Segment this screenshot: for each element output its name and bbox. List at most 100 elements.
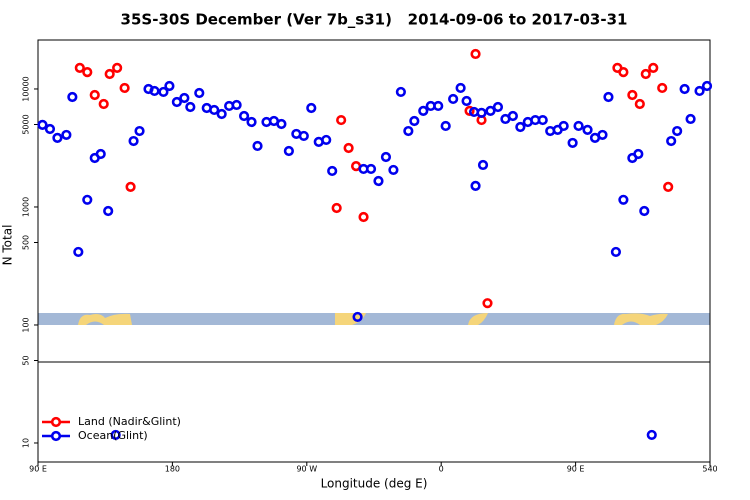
point bbox=[634, 98, 645, 110]
point bbox=[603, 91, 614, 103]
point bbox=[209, 104, 220, 116]
point bbox=[685, 113, 696, 125]
point bbox=[440, 120, 451, 132]
point bbox=[73, 246, 84, 258]
point bbox=[618, 194, 629, 205]
chart-title: 35S-30S December (Ver 7b_s31) 2014-09-06… bbox=[121, 11, 628, 29]
point bbox=[672, 125, 683, 137]
x-tick-label: 90 E bbox=[29, 465, 47, 474]
point bbox=[164, 80, 175, 92]
point bbox=[327, 165, 338, 177]
point bbox=[365, 163, 377, 175]
point bbox=[633, 148, 644, 160]
point bbox=[89, 89, 100, 101]
point bbox=[98, 98, 109, 110]
point bbox=[701, 80, 713, 92]
point bbox=[194, 87, 205, 99]
point bbox=[470, 180, 481, 191]
x-tick-label: 90 W bbox=[296, 465, 317, 474]
point bbox=[298, 130, 309, 142]
point bbox=[103, 205, 114, 217]
point bbox=[283, 145, 294, 157]
point bbox=[618, 66, 629, 78]
point bbox=[477, 159, 489, 171]
point bbox=[119, 82, 130, 94]
point bbox=[252, 140, 263, 152]
point bbox=[352, 311, 363, 323]
point bbox=[470, 48, 481, 60]
x-tick-label: 0 bbox=[439, 465, 444, 474]
point bbox=[409, 115, 420, 127]
point bbox=[666, 135, 677, 147]
point bbox=[663, 181, 674, 192]
point bbox=[37, 119, 48, 131]
point bbox=[694, 85, 705, 97]
point bbox=[134, 125, 145, 137]
point bbox=[373, 175, 384, 187]
point bbox=[321, 134, 332, 146]
point bbox=[482, 298, 493, 309]
point bbox=[433, 100, 444, 112]
point bbox=[558, 120, 569, 132]
point bbox=[573, 120, 584, 132]
point bbox=[640, 68, 651, 80]
point bbox=[657, 82, 668, 94]
point bbox=[74, 62, 85, 73]
point bbox=[646, 429, 657, 441]
point bbox=[639, 205, 650, 217]
point bbox=[455, 82, 466, 94]
point bbox=[582, 124, 593, 135]
point bbox=[331, 202, 342, 214]
point bbox=[61, 129, 72, 141]
y-tick-label: 10000 bbox=[22, 76, 31, 101]
y-tick-label: 100 bbox=[22, 317, 31, 332]
point bbox=[679, 83, 690, 95]
point bbox=[336, 114, 347, 126]
point bbox=[418, 105, 429, 116]
legend-label: Land (Nadir&Glint) bbox=[78, 415, 181, 428]
point bbox=[52, 132, 63, 143]
point bbox=[125, 181, 136, 192]
point bbox=[95, 148, 106, 160]
point bbox=[627, 89, 638, 101]
point bbox=[567, 137, 578, 149]
point bbox=[388, 164, 399, 176]
point bbox=[537, 114, 548, 126]
point bbox=[485, 105, 496, 116]
point bbox=[149, 85, 160, 97]
point bbox=[343, 142, 354, 154]
y-tick-label: 500 bbox=[22, 235, 31, 250]
point bbox=[104, 68, 115, 80]
x-tick-label: 90 E bbox=[567, 465, 585, 474]
point bbox=[461, 95, 472, 107]
point bbox=[358, 211, 369, 223]
y-axis-label: N Total bbox=[1, 225, 15, 266]
point bbox=[158, 86, 169, 98]
point bbox=[306, 102, 317, 114]
legend-label: Ocean(Glint) bbox=[78, 429, 148, 442]
plot-frame bbox=[37, 39, 711, 463]
point bbox=[597, 129, 608, 141]
point bbox=[110, 429, 121, 441]
map-strip bbox=[38, 313, 710, 325]
point bbox=[448, 93, 459, 105]
x-tick-label: 540 bbox=[702, 465, 717, 474]
point bbox=[476, 107, 487, 118]
point bbox=[246, 116, 257, 128]
point bbox=[128, 135, 139, 147]
point bbox=[216, 108, 227, 120]
y-tick-label: 1000 bbox=[22, 197, 31, 217]
point bbox=[231, 99, 242, 111]
x-tick-label: 180 bbox=[165, 465, 180, 474]
point bbox=[112, 62, 123, 73]
point bbox=[82, 66, 93, 78]
point bbox=[507, 110, 518, 122]
point bbox=[492, 101, 504, 113]
point bbox=[464, 105, 475, 116]
point bbox=[276, 118, 287, 130]
point bbox=[380, 151, 392, 163]
point bbox=[171, 96, 182, 108]
point bbox=[82, 194, 93, 205]
point bbox=[648, 62, 659, 73]
